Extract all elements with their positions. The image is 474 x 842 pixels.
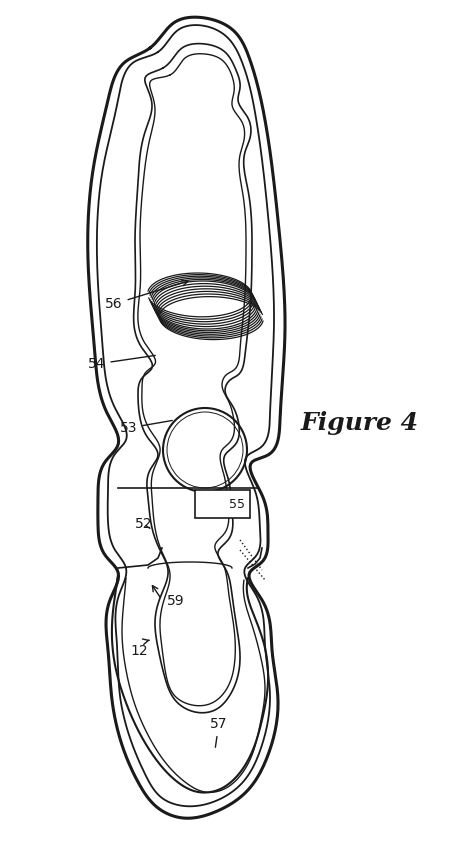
Text: 54: 54 bbox=[88, 355, 155, 371]
Text: 59: 59 bbox=[167, 594, 185, 608]
Text: 52: 52 bbox=[135, 517, 153, 531]
FancyBboxPatch shape bbox=[195, 490, 250, 518]
Text: 12: 12 bbox=[130, 639, 149, 658]
Text: Figure 4: Figure 4 bbox=[301, 411, 419, 435]
Text: 57: 57 bbox=[210, 717, 228, 747]
Text: 53: 53 bbox=[120, 420, 172, 435]
Text: 55: 55 bbox=[229, 498, 245, 510]
Text: 56: 56 bbox=[105, 280, 188, 311]
